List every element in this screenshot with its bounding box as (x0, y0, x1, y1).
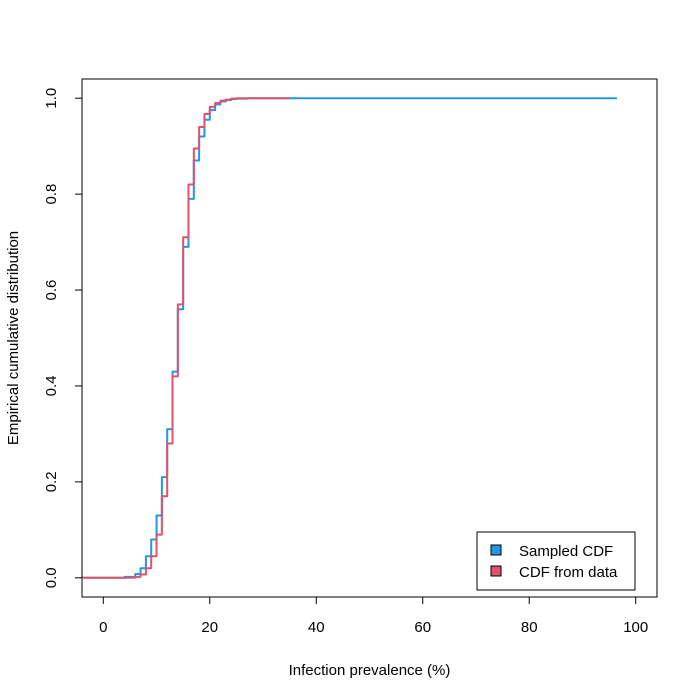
y-tick-label: 1.0 (43, 88, 60, 109)
x-tick-label: 60 (414, 619, 431, 636)
y-tick-label: 0.4 (43, 376, 60, 397)
legend-swatch-cdf-from-data (490, 565, 502, 577)
series-line-cdf-from-data (82, 97, 290, 579)
legend-box (476, 531, 636, 591)
x-tick-label: 20 (201, 619, 218, 636)
legend-swatch-sampled-cdf (490, 544, 502, 556)
x-axis: 0 20 40 60 80 100 (99, 596, 648, 636)
x-tick-label: 80 (521, 619, 538, 636)
x-tick-label: 40 (308, 619, 325, 636)
y-tick-label: 0.0 (43, 567, 60, 588)
legend: Sampled CDF CDF from data (476, 531, 636, 591)
legend-label-sampled-cdf: Sampled CDF (519, 543, 613, 560)
x-tick-label: 0 (99, 619, 107, 636)
legend-label-cdf-from-data: CDF from data (519, 564, 618, 581)
y-tick-label: 0.8 (43, 184, 60, 205)
y-axis-label: Empirical cumulative distribution (5, 231, 22, 445)
series-layer (82, 97, 618, 579)
plot-frame (81, 78, 658, 598)
y-axis: 0.0 0.2 0.4 0.6 0.8 1.0 (43, 88, 83, 588)
x-tick-label: 100 (623, 619, 648, 636)
y-tick-label: 0.6 (43, 280, 60, 301)
x-axis-label: Infection prevalence (%) (289, 662, 451, 679)
y-tick-label: 0.2 (43, 471, 60, 492)
